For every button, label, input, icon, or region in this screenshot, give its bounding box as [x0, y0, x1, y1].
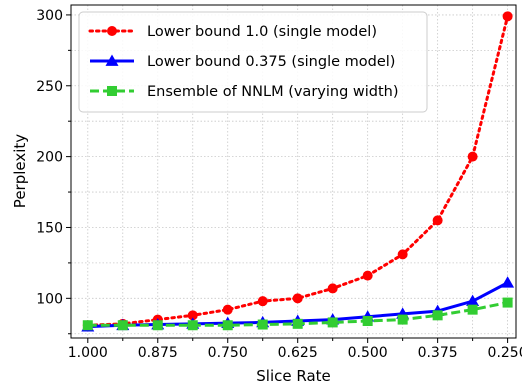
- data-point: [502, 297, 513, 308]
- data-point: [82, 320, 93, 331]
- y-tick-label: 300: [36, 8, 63, 24]
- series-layer: [81, 11, 515, 332]
- data-point: [257, 319, 268, 330]
- y-tick-label: 150: [36, 220, 63, 236]
- data-point: [362, 315, 373, 326]
- x-tick-label: 0.375: [418, 345, 458, 361]
- legend-entry-2: [90, 86, 134, 96]
- data-point: [502, 11, 513, 22]
- legend: Lower bound 1.0 (single model) Lower bou…: [78, 11, 428, 113]
- data-point: [397, 314, 408, 325]
- x-tick-label: 0.750: [208, 345, 248, 361]
- data-point: [257, 296, 268, 307]
- y-tick-label: 200: [36, 150, 63, 166]
- x-tick-label: 0.875: [138, 345, 178, 361]
- x-axis-title: Slice Rate: [256, 367, 331, 385]
- legend-label-0: Lower bound 1.0 (single model): [147, 24, 377, 40]
- y-axis-title: Perplexity: [11, 134, 29, 208]
- data-point: [501, 276, 515, 288]
- data-point: [362, 270, 373, 281]
- data-point: [187, 310, 198, 321]
- data-point: [327, 317, 338, 328]
- data-point: [222, 320, 233, 331]
- x-tick-label: 0.500: [348, 345, 388, 361]
- data-point: [467, 304, 478, 315]
- legend-entry-1: [90, 54, 134, 66]
- data-point: [187, 320, 198, 331]
- x-tick-label: 0.250: [488, 345, 522, 361]
- data-point: [222, 304, 233, 315]
- data-point: [152, 320, 163, 331]
- x-tick-label: 1.000: [68, 345, 108, 361]
- y-axis: 100 150 200 250 300: [36, 8, 71, 335]
- data-point: [467, 151, 478, 162]
- y-tick-label: 250: [36, 79, 63, 95]
- x-tick-label: 0.625: [278, 345, 318, 361]
- data-point: [327, 283, 338, 294]
- data-point: [292, 318, 303, 329]
- data-point: [466, 294, 480, 307]
- series-2: [82, 297, 513, 331]
- legend-entry-0: [88, 26, 136, 36]
- legend-marker: [105, 54, 119, 66]
- x-axis: 1.000 0.875 0.750 0.625 0.500 0.375 0.250: [68, 338, 522, 361]
- legend-marker: [107, 86, 117, 96]
- data-point: [432, 215, 443, 226]
- legend-label-2: Ensemble of NNLM (varying width): [147, 84, 399, 100]
- plot-frame: [70, 4, 517, 339]
- data-point: [432, 310, 443, 321]
- legend-label-1: Lower bound 0.375 (single model): [147, 54, 395, 70]
- data-point: [397, 249, 408, 260]
- data-point: [292, 293, 303, 304]
- legend-marker: [107, 26, 117, 36]
- data-point: [117, 320, 128, 331]
- y-tick-label: 100: [36, 291, 63, 307]
- legend-box: [78, 11, 428, 113]
